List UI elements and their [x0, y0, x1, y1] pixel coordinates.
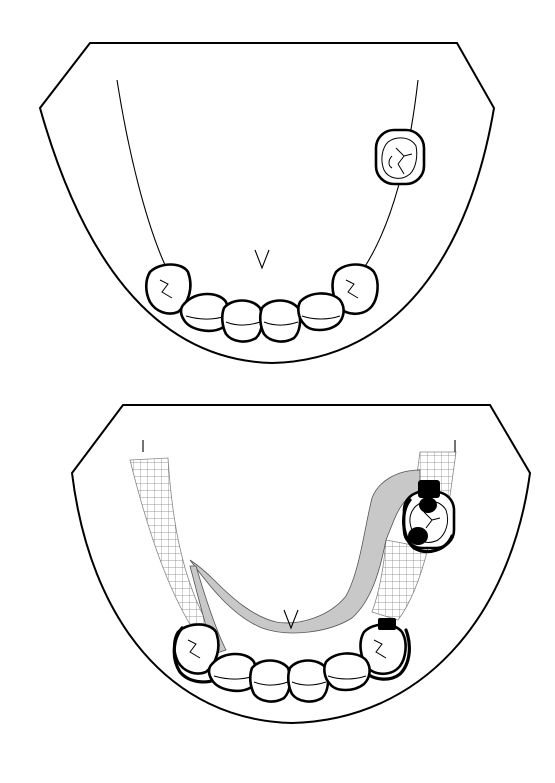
clasp-left-canine	[172, 626, 220, 684]
upper-incisor-3	[258, 299, 302, 343]
lower-incisor-1	[207, 652, 258, 693]
upper-canine-left	[144, 263, 192, 315]
upper-incisor-4	[297, 292, 345, 332]
lower-incisor-3	[286, 659, 330, 703]
upper-arch-panel	[38, 42, 496, 365]
upper-ridge-line-left	[116, 79, 166, 266]
occlusal-rest-distal-cap	[419, 497, 437, 513]
lower-incisor-2	[248, 659, 292, 703]
lower-arch-panel	[70, 404, 532, 725]
occlusal-rest-distal	[418, 480, 440, 498]
lower-tongue-notch	[283, 609, 299, 630]
lower-molar-abutment	[402, 480, 456, 554]
upper-incisor-2	[220, 299, 264, 343]
upper-tongue-notch	[254, 249, 270, 270]
occlusal-rest-mesial	[408, 527, 428, 545]
molar-clasp-ring	[402, 498, 454, 554]
upper-molar-tooth	[374, 128, 426, 186]
lower-incisor-4	[323, 652, 371, 692]
lower-canine-left	[172, 623, 220, 684]
lingual-bar-connector	[189, 469, 421, 634]
retention-mesh-right-mesial	[371, 539, 429, 621]
clasp-right-canine	[364, 628, 411, 681]
lower-canine-right	[359, 618, 411, 681]
occlusal-rest-right-canine	[378, 618, 396, 630]
upper-incisor-1	[179, 292, 230, 333]
